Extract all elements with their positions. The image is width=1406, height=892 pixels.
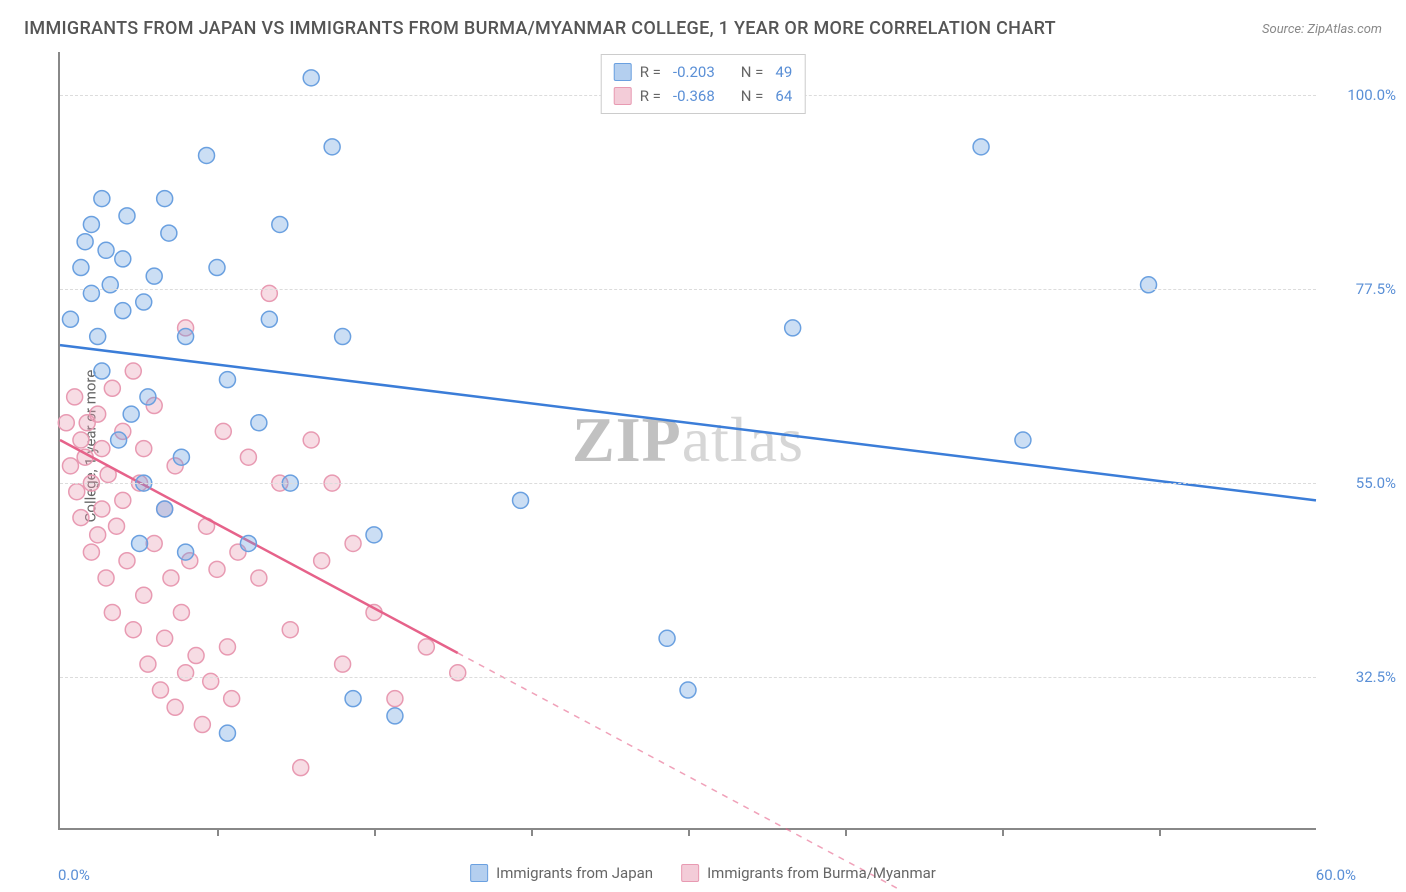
legend-row-burma: R = -0.368 N = 64 <box>614 84 793 108</box>
chart-title: IMMIGRANTS FROM JAPAN VS IMMIGRANTS FROM… <box>24 18 1056 39</box>
correlation-legend: R = -0.203 N = 49 R = -0.368 N = 64 <box>601 54 806 114</box>
y-tick-label: 77.5% <box>1356 280 1396 298</box>
plot-area: ZIPatlas <box>58 52 1316 830</box>
series-legend: Immigrants from Japan Immigrants from Bu… <box>470 864 936 882</box>
legend-item-burma: Immigrants from Burma/Myanmar <box>681 864 936 882</box>
y-tick-label: 55.0% <box>1356 474 1396 492</box>
swatch-burma <box>614 87 632 105</box>
y-tick-label: 100.0% <box>1347 86 1396 104</box>
chart-svg <box>60 52 1316 828</box>
x-min-label: 0.0% <box>58 866 90 884</box>
swatch-japan-icon <box>470 864 488 882</box>
x-max-label: 60.0% <box>1316 866 1356 884</box>
legend-item-japan: Immigrants from Japan <box>470 864 653 882</box>
swatch-japan <box>614 63 632 81</box>
y-tick-label: 32.5% <box>1356 668 1396 686</box>
swatch-burma-icon <box>681 864 699 882</box>
legend-row-japan: R = -0.203 N = 49 <box>614 60 793 84</box>
source-attribution: Source: ZipAtlas.com <box>1262 22 1382 37</box>
